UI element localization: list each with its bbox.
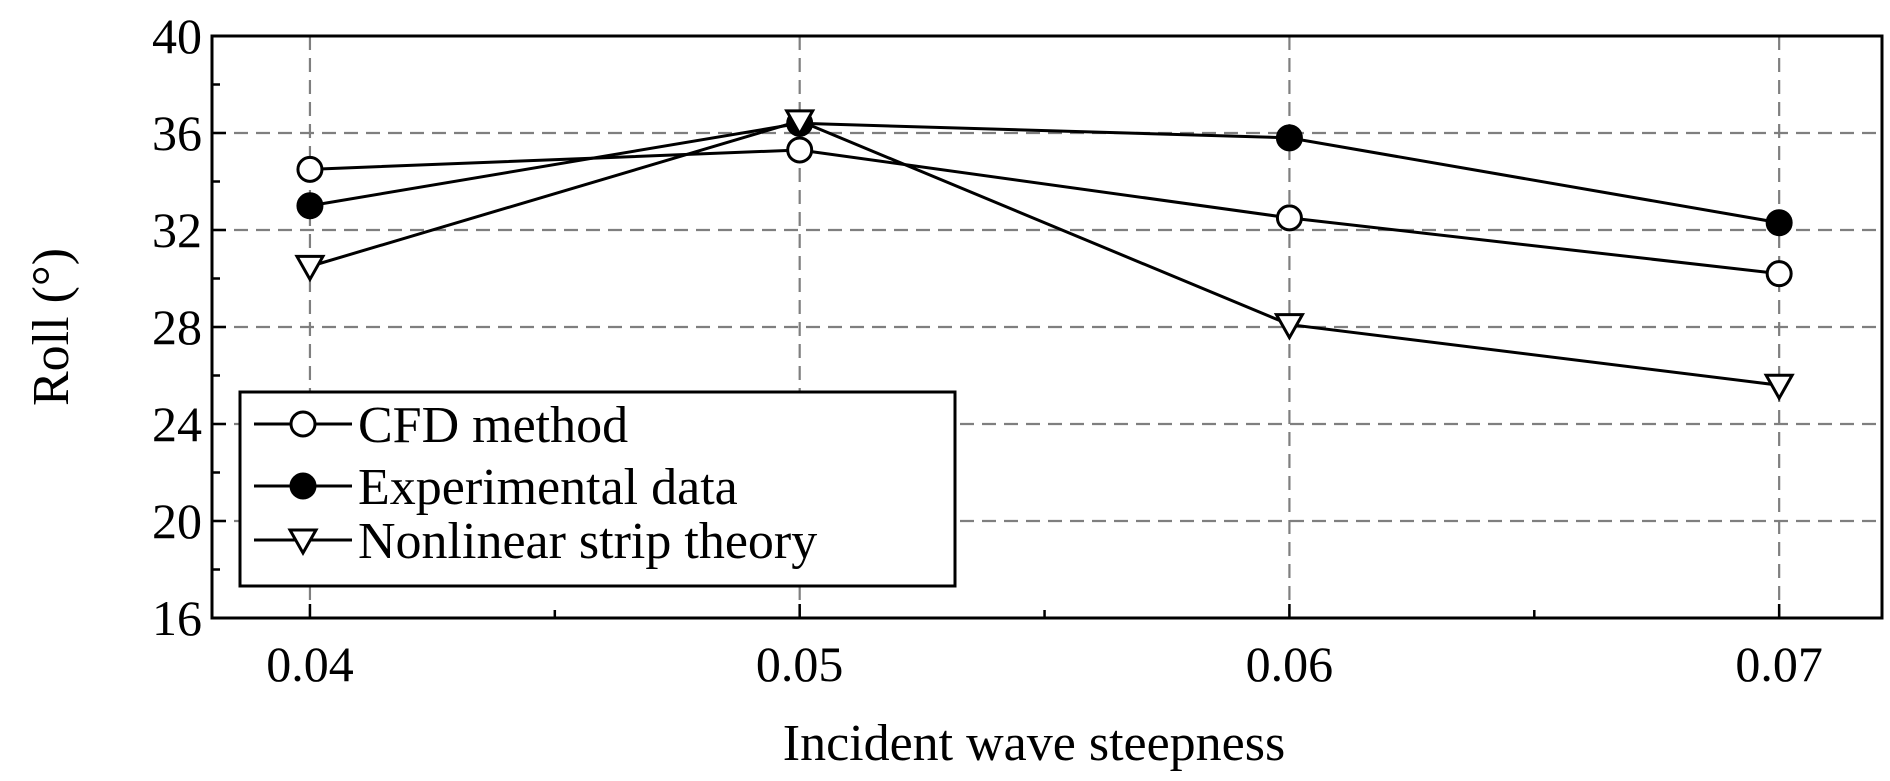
y-tick-label: 32 [152, 202, 202, 258]
y-tick-label: 20 [152, 493, 202, 549]
tick-labels: 16 20 24 28 32 36 40 0.04 0.05 0.06 0.07 [152, 8, 1823, 692]
series-line [309, 121, 1780, 225]
filled-circle-marker-legend [289, 472, 317, 500]
grid [212, 36, 1882, 618]
filled-circle-marker [296, 192, 324, 220]
series-line [309, 119, 1780, 387]
legend-label: Nonlinear strip theory [358, 513, 817, 570]
open-triangle-marker [1273, 313, 1305, 341]
open-circle-marker [296, 155, 324, 183]
axis-ticks [212, 34, 1781, 620]
series-line [309, 148, 1780, 276]
open-circle-marker-legend [289, 410, 317, 438]
y-tick-label: 24 [152, 396, 202, 452]
series-layer [294, 109, 1795, 402]
open-circle-marker [786, 136, 814, 164]
y-axis-title: Roll (°) [23, 248, 80, 406]
open-triangle-marker [1763, 373, 1795, 402]
open-triangle-marker [294, 254, 326, 283]
y-tick-label: 36 [152, 105, 202, 161]
x-axis-title: Incident wave steepness [783, 715, 1285, 772]
legend-label: Experimental data [358, 459, 738, 516]
legend-box [238, 390, 957, 588]
open-triangle-marker [784, 109, 816, 137]
y-tick-label: 16 [152, 590, 202, 646]
open-circle-marker [1275, 204, 1303, 232]
x-tick-label: 0.05 [756, 636, 844, 692]
x-tick-label: 0.04 [266, 636, 354, 692]
open-circle-marker [1765, 260, 1793, 288]
open-triangle-marker-legend [287, 528, 319, 557]
x-tick-label: 0.06 [1246, 636, 1334, 692]
filled-circle-marker [1275, 124, 1303, 152]
y-tick-label: 40 [152, 8, 202, 64]
x-tick-label: 0.07 [1735, 636, 1823, 692]
filled-circle-marker [1765, 209, 1793, 237]
legend-label: CFD method [358, 397, 628, 454]
y-tick-label: 28 [152, 299, 202, 355]
